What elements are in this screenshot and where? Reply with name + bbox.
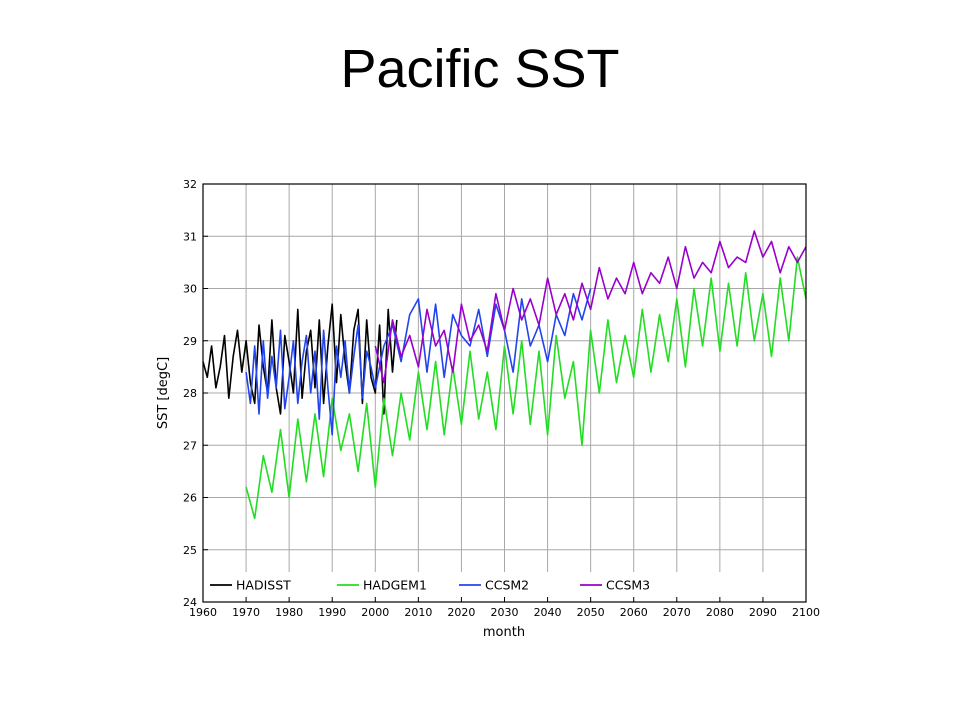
- series-lines: [202, 230, 807, 520]
- x-tick-label: 1970: [232, 606, 260, 619]
- x-tick-label: 2030: [491, 606, 519, 619]
- x-axis-title: month: [483, 625, 525, 640]
- x-tick-label: 2040: [534, 606, 562, 619]
- axes: 1960 1970 1980 1990 2000 2010 2020 2030 2040 2050…: [183, 178, 820, 619]
- slide-title: Pacific SST: [340, 39, 620, 99]
- x-tick-label: 1960: [189, 606, 217, 619]
- legend-label-ccsm3: CCSM3: [606, 578, 650, 593]
- legend-label-hadisst: HADISST: [236, 578, 291, 593]
- x-tick-label: 2060: [620, 606, 648, 619]
- y-tick-label: 29: [183, 335, 197, 348]
- series-line-hadgem1: [245, 256, 807, 520]
- y-tick-label: 27: [183, 439, 197, 452]
- x-tick-label: 2080: [706, 606, 734, 619]
- y-tick-label: 31: [183, 230, 197, 243]
- series-line-ccsm2: [245, 288, 592, 436]
- x-tick-label: 2000: [361, 606, 389, 619]
- y-tick-label: 24: [183, 596, 197, 609]
- legend-background: [204, 572, 805, 600]
- y-tick-label: 28: [183, 387, 197, 400]
- y-tick-label: 26: [183, 492, 197, 505]
- x-tick-label: 1990: [318, 606, 346, 619]
- y-tick-label: 32: [183, 178, 197, 191]
- series-line-hadisst: [202, 303, 398, 415]
- y-axis-title: SST [degC]: [156, 357, 171, 429]
- y-tick-label: 25: [183, 544, 197, 557]
- x-tick-label: 2020: [447, 606, 475, 619]
- legend-label-hadgem1: HADGEM1: [363, 578, 427, 593]
- x-tick-label: 2010: [404, 606, 432, 619]
- legend: HADISST HADGEM1 CCSM2 CCSM3: [210, 578, 650, 593]
- series-line-ccsm3: [374, 230, 807, 384]
- y-tick-label: 30: [183, 283, 197, 296]
- x-tick-label: 2050: [577, 606, 605, 619]
- legend-label-ccsm2: CCSM2: [485, 578, 529, 593]
- x-tick-label: 1980: [275, 606, 303, 619]
- x-tick-label: 2090: [749, 606, 777, 619]
- x-tick-label: 2100: [792, 606, 820, 619]
- x-tick-label: 2070: [663, 606, 691, 619]
